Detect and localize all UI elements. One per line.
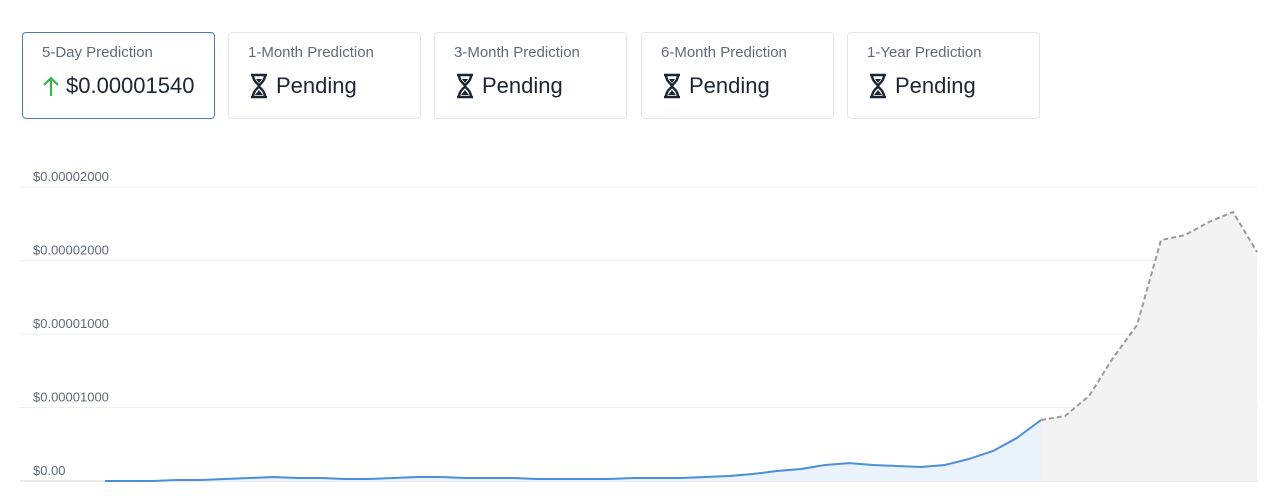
card-value-row: $0.00001540: [42, 73, 194, 99]
y-tick-label: $0.00001000: [33, 390, 109, 405]
card-value: Pending: [895, 73, 976, 98]
prediction-card[interactable]: 3-Month Prediction Pending: [434, 32, 627, 119]
card-value-row: Pending: [454, 73, 563, 99]
hourglass-icon: [251, 73, 267, 99]
hourglass-icon: [870, 73, 886, 99]
chart: $0.00 $0.00001000 $0.00001000 $0.00002000 $0…: [20, 169, 1258, 482]
area: [1041, 211, 1257, 481]
hourglass-icon: [457, 73, 473, 99]
line: [105, 419, 1042, 482]
card-value: $0.00001540: [66, 73, 195, 98]
hourglass-icon: [664, 73, 680, 99]
y-tick-label: $0.00002000: [33, 169, 109, 184]
up-arrow-icon: [43, 76, 59, 96]
card-value: Pending: [276, 73, 357, 98]
card-label: 5-Day Prediction: [42, 44, 153, 61]
card-label: 6-Month Prediction: [661, 44, 787, 61]
prediction-card[interactable]: 1-Year Prediction Pending: [847, 32, 1040, 119]
prediction-card[interactable]: 5-Day Prediction $0.00001540: [22, 32, 215, 119]
area: [105, 419, 1041, 481]
y-tick-label: $0.00: [33, 463, 66, 478]
card-value-row: Pending: [661, 73, 770, 99]
card-label: 1-Month Prediction: [248, 44, 374, 61]
y-tick-label: $0.00001000: [33, 316, 109, 331]
card-value-row: Pending: [248, 73, 357, 99]
card-value: Pending: [689, 73, 770, 98]
card-value: Pending: [482, 73, 563, 98]
card-value-row: Pending: [867, 73, 976, 99]
card-label: 3-Month Prediction: [454, 44, 580, 61]
card-label: 1-Year Prediction: [867, 44, 982, 61]
y-tick-label: $0.00002000: [33, 243, 109, 258]
prediction-card[interactable]: 6-Month Prediction Pending: [641, 32, 834, 119]
line: [1040, 210, 1258, 421]
prediction-card[interactable]: 1-Month Prediction Pending: [228, 32, 421, 119]
